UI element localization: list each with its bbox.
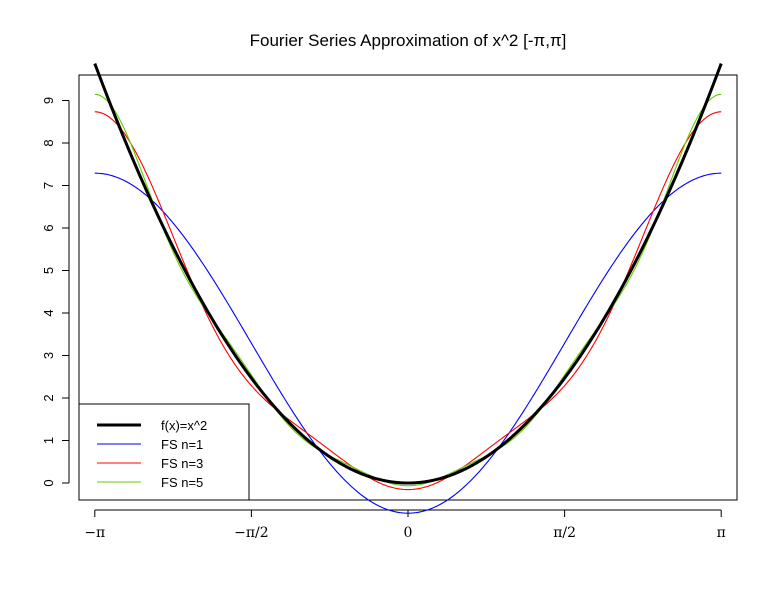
chart-title: Fourier Series Approximation of x^2 [-π,… <box>250 31 567 50</box>
series-line-1 <box>94 172 722 514</box>
y-tick-label: 5 <box>41 267 56 274</box>
y-tick-label: 4 <box>41 309 56 316</box>
x-tick-label: π/2 <box>553 525 576 541</box>
y-tick-label: 9 <box>41 97 56 104</box>
x-axis: −π −π/2 0 π/2 π <box>84 509 726 541</box>
y-axis: 0 1 2 3 4 5 6 7 8 9 <box>41 97 70 487</box>
y-tick-label: 7 <box>41 182 56 189</box>
x-tick-label: −π/2 <box>234 525 269 541</box>
y-tick-label: 1 <box>41 437 56 444</box>
x-tick-label: −π <box>84 525 105 541</box>
x-tick-label: 0 <box>404 525 413 541</box>
legend-label: f(x)=x^2 <box>161 418 207 433</box>
y-tick-label: 8 <box>41 139 56 146</box>
series-line-3 <box>94 93 722 487</box>
x-tick-label: π <box>717 525 726 541</box>
legend: f(x)=x^2 FS n=1 FS n=3 FS n=5 <box>78 403 250 501</box>
series-line-0 <box>93 63 723 485</box>
legend-label: FS n=3 <box>161 456 203 471</box>
legend-box <box>78 403 250 501</box>
legend-label: FS n=1 <box>161 437 203 452</box>
plot-frame <box>78 74 738 501</box>
series-layer <box>93 63 723 514</box>
y-tick-label: 3 <box>41 352 56 359</box>
y-tick-label: 6 <box>41 224 56 231</box>
legend-label: FS n=5 <box>161 475 203 490</box>
y-tick-label: 2 <box>41 394 56 401</box>
y-tick-label: 0 <box>41 479 56 486</box>
